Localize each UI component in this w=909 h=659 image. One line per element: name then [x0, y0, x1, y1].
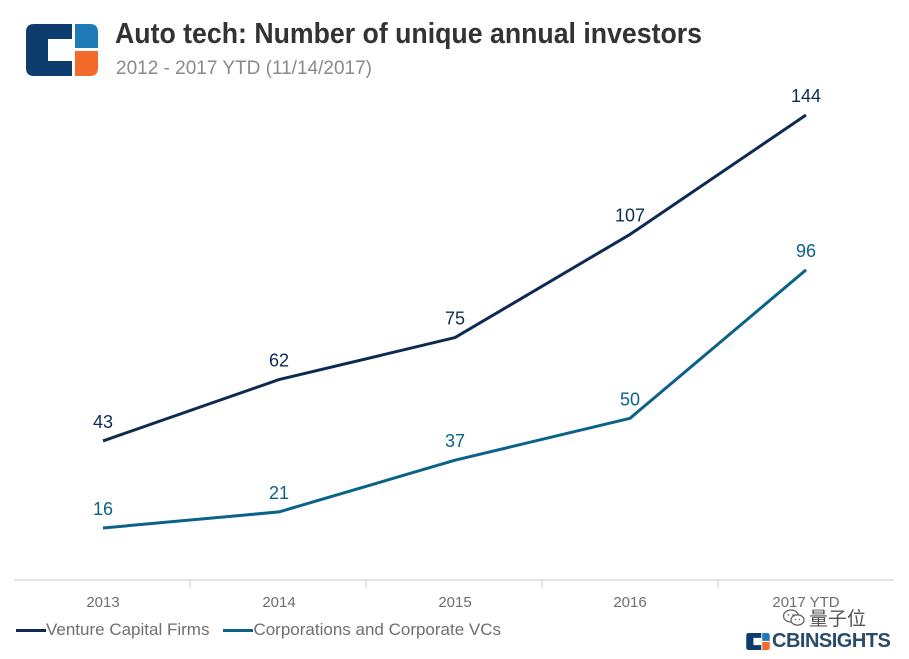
legend-swatch-corp	[223, 628, 254, 632]
data-label: 16	[93, 499, 113, 519]
legend-item-vc: Venture Capital Firms	[16, 620, 209, 640]
data-label: 50	[620, 389, 640, 409]
legend-swatch-vc	[16, 628, 46, 632]
chart-title: Auto tech: Number of unique annual inves…	[115, 18, 703, 50]
wechat-icon	[783, 608, 805, 626]
data-label: 107	[615, 205, 645, 225]
series-line-0	[102, 113, 807, 443]
data-label: 75	[445, 309, 465, 329]
legend: Venture Capital Firms Corporations and C…	[16, 620, 515, 640]
legend-label-vc: Venture Capital Firms	[46, 620, 210, 639]
x-axis-ticks: 2013 2014 2015 2016 2017 YTD	[86, 580, 840, 611]
data-label: 62	[269, 351, 289, 371]
data-label: 43	[93, 412, 113, 432]
x-tick-label: 2017 YTD	[772, 594, 839, 611]
brand-footer: CBINSIGHTS	[746, 630, 891, 653]
watermark: 量子位	[783, 604, 866, 631]
legend-label-corp: Corporations and Corporate VCs	[253, 620, 502, 639]
watermark-text: 量子位	[809, 609, 867, 630]
data-label: 144	[791, 86, 821, 106]
x-tick-label: 2014	[262, 594, 295, 611]
data-label: 37	[445, 431, 465, 451]
x-tick-label: 2015	[438, 594, 471, 611]
data-label: 21	[269, 483, 289, 503]
brand-name: CBINSIGHTS	[772, 630, 891, 652]
data-label: 96	[796, 241, 816, 261]
chart-subtitle: 2012 - 2017 YTD (11/14/2017)	[116, 58, 372, 79]
x-tick-label: 2013	[86, 594, 119, 611]
cb-insights-logo	[26, 24, 98, 76]
series-line-1	[102, 268, 807, 530]
series-lines	[102, 113, 807, 530]
x-tick-label: 2016	[613, 594, 646, 611]
legend-item-corp: Corporations and Corporate VCs	[223, 620, 501, 640]
cb-insights-footer-icon	[746, 633, 770, 650]
data-labels: 43 62 75 107 144 16 21 37 50 96	[93, 86, 821, 519]
